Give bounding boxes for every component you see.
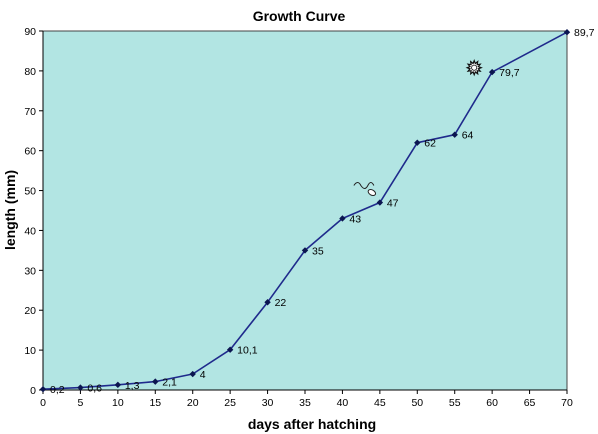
x-tick-label: 10 (112, 397, 124, 409)
y-tick-label: 20 (24, 305, 36, 317)
tadpole-icon (353, 182, 377, 197)
data-label: 1,3 (125, 380, 140, 392)
x-axis-title: days after hatching (248, 416, 376, 432)
data-label: 89,7 (574, 27, 595, 39)
x-tick-label: 20 (187, 397, 199, 409)
label-layer: 0,2 0,6 1,3 2,1 4 10,1 22 35 43 47 62 64 79,7 89,7 (50, 27, 595, 396)
data-label: 47 (387, 198, 399, 210)
data-point-marker (264, 299, 271, 306)
data-point-marker (451, 131, 458, 138)
data-point-marker (563, 28, 571, 36)
data-label: 43 (349, 213, 361, 225)
sun-icon (465, 59, 483, 77)
y-axis: 0 10 20 30 40 50 60 70 80 90 (24, 26, 44, 397)
x-tick-label: 60 (486, 397, 498, 409)
data-point-marker (301, 247, 309, 254)
x-tick-label: 0 (40, 397, 46, 409)
y-tick-label: 0 (30, 385, 36, 397)
chart-title: Growth Curve (253, 8, 346, 24)
data-point-marker (339, 215, 346, 222)
y-tick-label: 90 (24, 26, 36, 38)
y-tick-label: 70 (24, 106, 36, 118)
y-tick-label: 60 (24, 146, 36, 158)
series-layer (42, 31, 568, 390)
y-axis-title: length (mm) (2, 170, 18, 250)
data-point-marker (114, 381, 122, 389)
data-point-marker (376, 199, 384, 206)
data-label: 2,1 (162, 377, 177, 389)
data-label: 64 (462, 130, 474, 142)
series-line (42, 31, 568, 390)
y-tick-label: 40 (24, 225, 36, 237)
plot-area (42, 30, 568, 391)
x-tick-label: 5 (78, 397, 84, 409)
data-label: 62 (424, 138, 436, 150)
y-tick-label: 80 (24, 66, 36, 78)
data-point-marker (414, 139, 421, 146)
x-tick-label: 15 (149, 397, 161, 409)
x-tick-label: 40 (337, 397, 349, 409)
y-tick-label: 30 (24, 265, 36, 277)
x-tick-label: 50 (411, 397, 423, 409)
data-point-marker (39, 386, 47, 393)
x-tick-label: 55 (449, 397, 461, 409)
annotation-layer (353, 59, 483, 197)
data-label: 10,1 (237, 345, 258, 357)
data-point-marker (152, 378, 159, 385)
x-tick-label: 70 (561, 397, 573, 409)
data-label: 22 (275, 297, 287, 309)
x-tick-label: 65 (524, 397, 536, 409)
data-point-marker (226, 346, 234, 353)
x-tick-label: 45 (374, 397, 386, 409)
y-tick-label: 10 (24, 345, 36, 357)
data-label: 0,6 (87, 383, 102, 395)
data-label: 35 (312, 245, 324, 257)
data-label: 4 (200, 369, 206, 381)
data-point-marker (488, 68, 496, 76)
x-axis: 0 5 10 15 20 25 30 35 40 45 50 55 60 65 70 (40, 389, 573, 409)
y-tick-label: 50 (24, 186, 36, 198)
data-label: 79,7 (499, 67, 520, 79)
x-tick-label: 35 (299, 397, 311, 409)
data-point-marker (189, 370, 196, 378)
x-tick-label: 30 (262, 397, 274, 409)
data-point-marker (77, 384, 84, 391)
x-tick-label: 25 (224, 397, 236, 409)
marker-layer (39, 28, 571, 393)
data-label: 0,2 (50, 384, 65, 396)
